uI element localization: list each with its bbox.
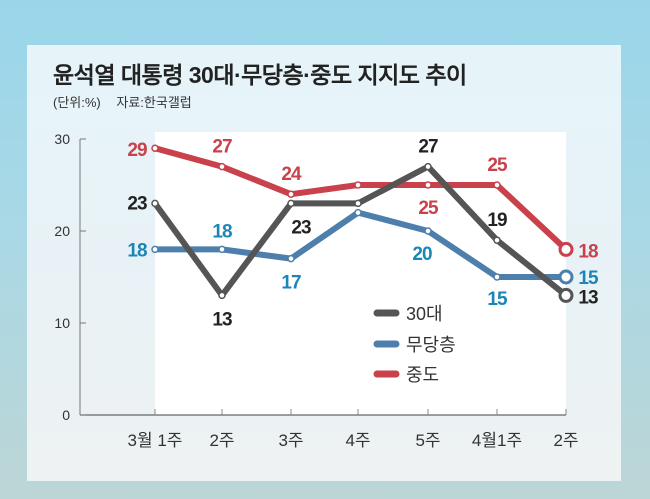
data-point xyxy=(287,190,295,198)
data-point xyxy=(558,287,574,303)
x-tick-label: 5주 xyxy=(415,431,440,450)
y-tick-label: 30 xyxy=(54,131,70,147)
data-point xyxy=(287,254,295,263)
data-point xyxy=(151,199,159,208)
data-label: 24 xyxy=(281,164,302,185)
data-label: 29 xyxy=(127,140,147,161)
source-label: 자료:한국갤럽 xyxy=(116,95,192,110)
data-label: 18 xyxy=(212,221,232,242)
data-label: 13 xyxy=(212,309,232,330)
data-label: 18 xyxy=(578,241,598,262)
data-point xyxy=(424,181,432,189)
data-point xyxy=(151,144,159,152)
chart-subtitle: (단위:%) 자료:한국갤럽 xyxy=(53,92,204,111)
x-tick-label: 3월 1주 xyxy=(128,431,183,450)
data-label: 15 xyxy=(487,289,508,310)
data-point xyxy=(354,199,362,208)
data-point xyxy=(558,241,574,257)
data-label: 18 xyxy=(127,240,147,261)
unit-label: (단위:%) xyxy=(53,95,101,110)
y-tick-label: 10 xyxy=(54,315,70,331)
y-tick-label: 0 xyxy=(62,407,70,423)
x-tick-label: 2주 xyxy=(209,431,234,450)
data-point xyxy=(354,181,362,189)
data-point xyxy=(493,181,501,189)
data-label: 25 xyxy=(418,198,439,219)
data-point xyxy=(424,227,432,235)
data-label: 27 xyxy=(212,137,232,158)
x-tick-label: 2주 xyxy=(553,431,578,450)
data-point xyxy=(424,162,432,171)
data-label: 15 xyxy=(578,268,599,289)
chart-title: 윤석열 대통령 30대·무당층·중도 지지도 추이 xyxy=(53,62,467,88)
data-point xyxy=(558,269,574,285)
data-point xyxy=(218,162,226,171)
legend-label: 30대 xyxy=(406,304,443,324)
data-label: 25 xyxy=(487,155,508,176)
data-point xyxy=(218,245,226,254)
data-point xyxy=(218,291,226,300)
data-point xyxy=(287,199,295,208)
data-label: 23 xyxy=(127,193,147,214)
data-point xyxy=(151,245,159,254)
legend-label: 중도 xyxy=(406,365,439,385)
data-label: 13 xyxy=(578,287,598,308)
data-label: 19 xyxy=(487,210,507,231)
x-tick-label: 4월1주 xyxy=(472,431,522,450)
data-label: 23 xyxy=(291,217,311,238)
data-label: 20 xyxy=(412,244,432,265)
y-tick-label: 20 xyxy=(54,223,70,239)
data-point xyxy=(493,273,501,281)
data-label: 17 xyxy=(281,273,301,294)
x-tick-label: 4주 xyxy=(345,431,370,450)
legend-label: 무당층 xyxy=(406,335,456,355)
x-tick-label: 3주 xyxy=(278,431,303,450)
data-point xyxy=(493,236,501,244)
data-point xyxy=(354,208,362,217)
data-label: 27 xyxy=(418,137,438,158)
